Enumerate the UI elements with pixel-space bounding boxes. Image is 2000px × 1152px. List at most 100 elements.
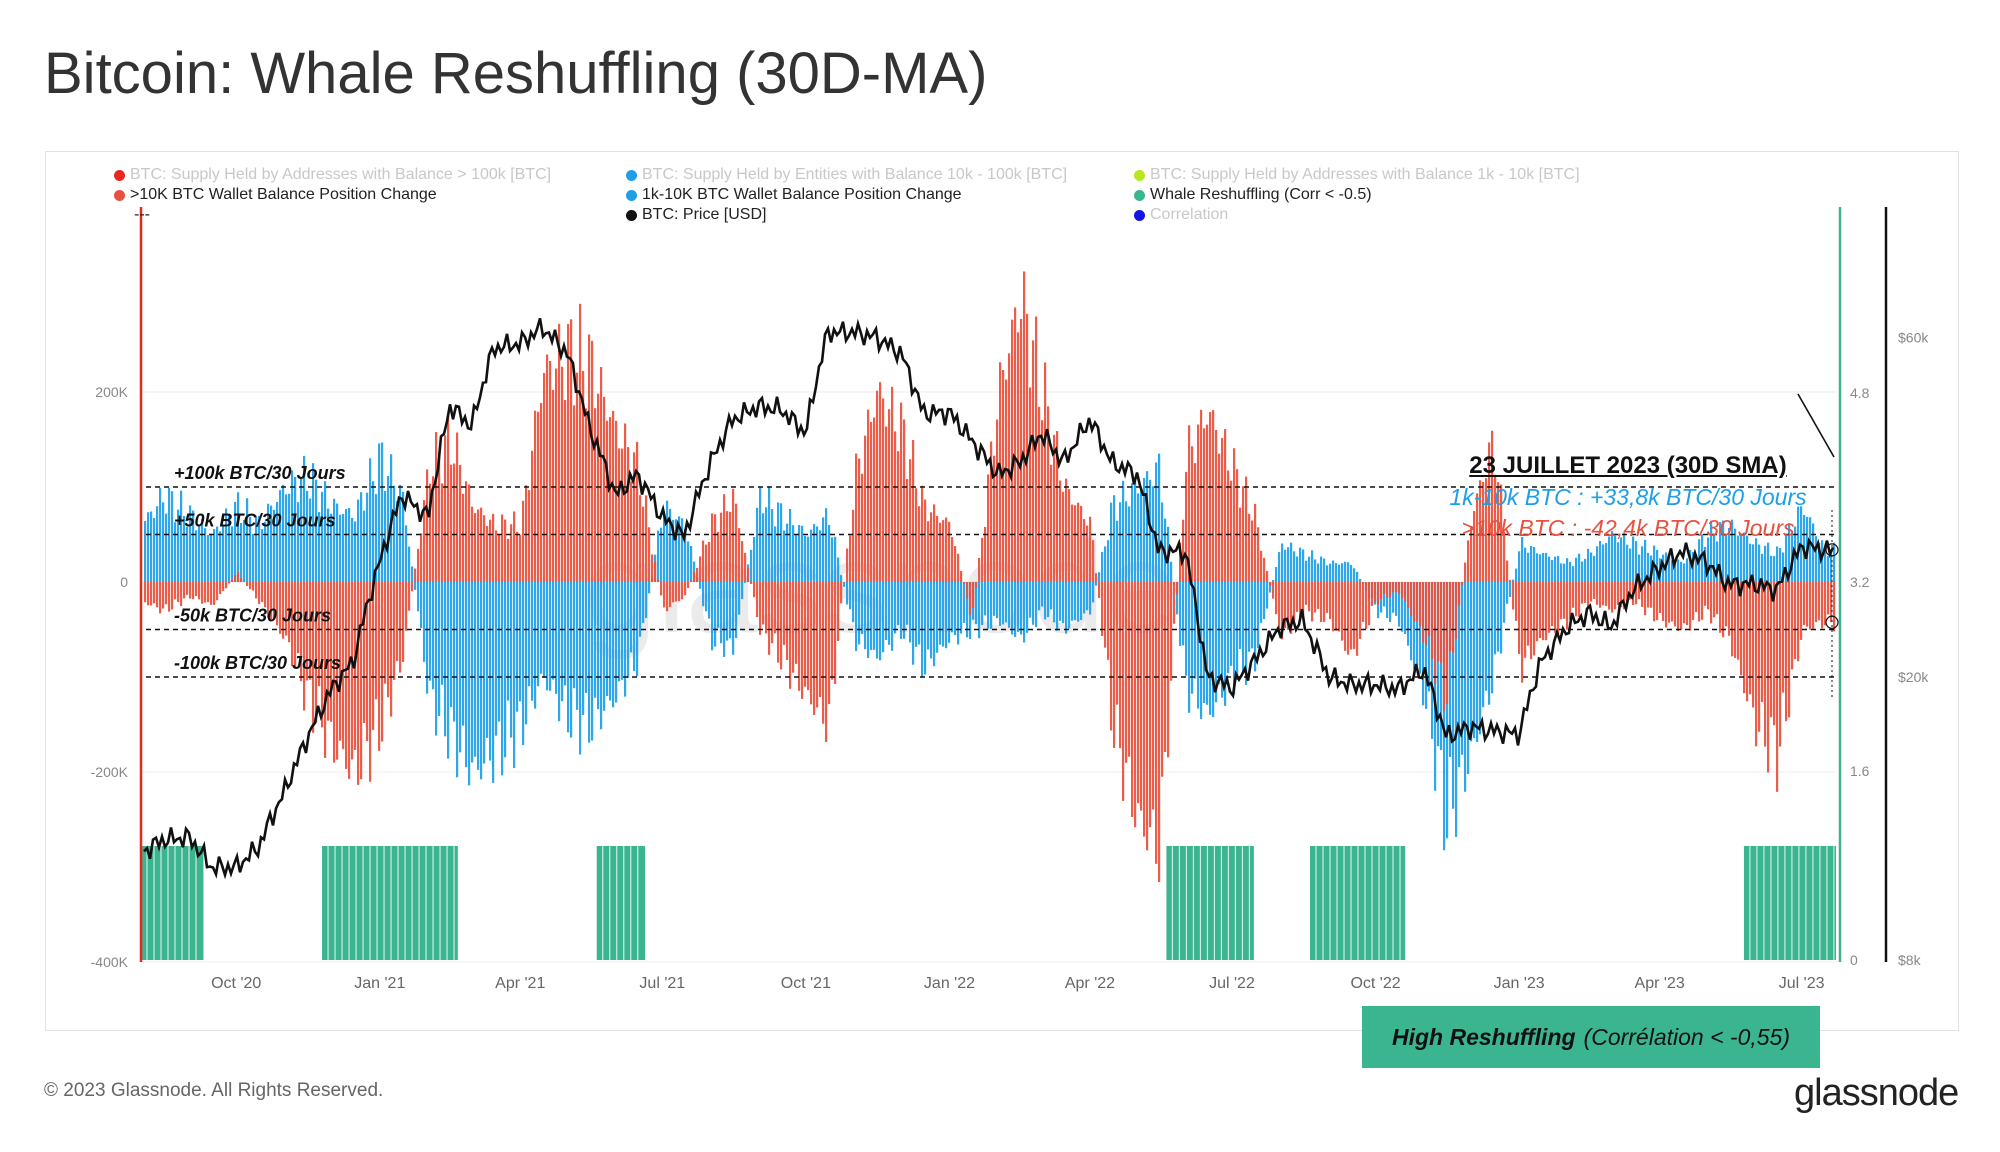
blue-position-bar [582,582,585,715]
blue-position-bar [474,582,477,757]
red-position-bar [570,319,573,582]
red-position-bar [942,520,945,582]
red-position-bar [315,582,318,723]
blue-position-bar [822,517,825,582]
red-position-bar [1374,582,1377,602]
red-position-bar [180,582,183,607]
red-position-bar [891,386,894,582]
red-position-bar [420,533,423,582]
legend-item-supply-1k-10k[interactable]: BTC: Supply Held by Addresses with Balan… [1134,166,1580,184]
blue-position-bar [1749,543,1752,582]
y-right-inner-tick-label: 4.8 [1850,385,1870,401]
blue-position-bar [786,523,789,582]
red-position-bar [705,544,708,582]
red-position-bar [1293,582,1296,621]
blue-position-bar [1608,536,1611,582]
red-position-bar [1770,582,1773,718]
red-position-bar [1302,582,1305,615]
legend-item-whale-reshuffling[interactable]: Whale Reshuffling (Corr < -0.5) [1134,186,1372,204]
blue-position-bar [1464,582,1467,792]
red-position-bar [1227,470,1230,582]
legend-label: BTC: Price [USD] [642,206,767,223]
red-position-bar [528,490,531,582]
red-position-bar [522,500,525,582]
red-position-bar [1506,560,1509,582]
red-position-bar [1821,582,1824,629]
blue-position-bar [198,525,201,582]
blue-position-bar [1002,582,1005,625]
blue-position-bar [1617,542,1620,582]
legend-item-1k-10k-position-change[interactable]: 1k-10K BTC Wallet Balance Position Chang… [626,186,962,204]
blue-position-bar [792,525,795,582]
red-position-bar [1365,582,1368,629]
red-position-bar [1212,410,1215,582]
blue-position-bar [1644,539,1647,582]
blue-position-bar [372,481,375,582]
blue-position-bar [1350,564,1353,582]
red-position-bar [1191,446,1194,582]
red-position-bar [969,582,972,615]
blue-position-bar [1344,561,1347,582]
red-position-bar [1248,513,1251,582]
blue-position-bar [513,582,516,769]
legend-item-10k-position-change[interactable]: >10K BTC Wallet Balance Position Change [114,186,437,204]
legend-item-supply-10k-100k[interactable]: BTC: Supply Held by Entities with Balanc… [626,166,1067,184]
red-position-bar [1263,557,1266,582]
red-position-bar [156,582,159,608]
blue-position-bar [276,501,279,582]
red-position-bar [1350,582,1353,650]
blue-position-bar [549,582,552,691]
red-position-bar [1803,582,1806,626]
blue-position-bar [1407,582,1410,646]
blue-position-bar [1209,582,1212,715]
blue-position-bar [1440,582,1443,751]
red-position-bar [330,582,333,722]
blue-position-bar [1830,549,1833,582]
y-right-price-tick-label: $8k [1898,952,1922,968]
red-position-bar [1563,582,1566,619]
red-position-bar [1551,582,1554,627]
red-position-bar [1107,582,1110,660]
blue-position-bar [888,582,891,645]
red-position-bar [1548,582,1551,633]
red-position-bar [663,582,666,608]
legend-item-btc-price[interactable]: BTC: Price [USD] [626,206,766,224]
blue-position-bar [339,514,342,582]
blue-position-bar [1185,582,1188,676]
red-position-bar [1296,582,1299,612]
blue-position-bar [153,517,156,582]
blue-position-bar [1557,556,1560,582]
red-position-bar [249,582,252,590]
red-position-bar [1647,582,1650,608]
red-position-bar [819,582,822,698]
blue-position-bar [843,582,846,587]
red-position-bar [1731,582,1734,657]
blue-position-bar [612,582,615,708]
blue-position-bar [1476,582,1479,743]
red-position-bar [945,517,948,582]
red-position-bar [1785,582,1788,722]
red-position-bar [1788,582,1791,718]
blue-position-bar [234,501,237,582]
blue-position-bar [1431,582,1434,739]
blue-position-bar [354,521,357,582]
red-position-bar [1440,582,1443,664]
red-position-bar [1131,582,1134,818]
blue-position-bar [1230,582,1233,666]
red-position-bar [870,422,873,582]
blue-position-bar [741,582,744,600]
legend-label: BTC: Supply Held by Addresses with Balan… [130,166,552,183]
legend-item-supply-100k[interactable]: BTC: Supply Held by Addresses with Balan… [114,166,551,184]
red-position-bar [702,540,705,582]
red-position-bar [297,582,300,654]
red-position-bar [1656,582,1659,621]
legend-item-correlation[interactable]: Correlation [1134,206,1228,224]
red-position-bar [1743,582,1746,694]
red-position-bar [195,582,198,597]
blue-position-bar [570,582,573,738]
red-position-bar [1284,582,1287,629]
red-position-bar [669,582,672,608]
annotation-blue-line: 1k-10k BTC : +33,8k BTC/30 Jours [1449,484,1807,510]
red-position-bar [1422,582,1425,643]
red-position-bar [1758,582,1761,732]
